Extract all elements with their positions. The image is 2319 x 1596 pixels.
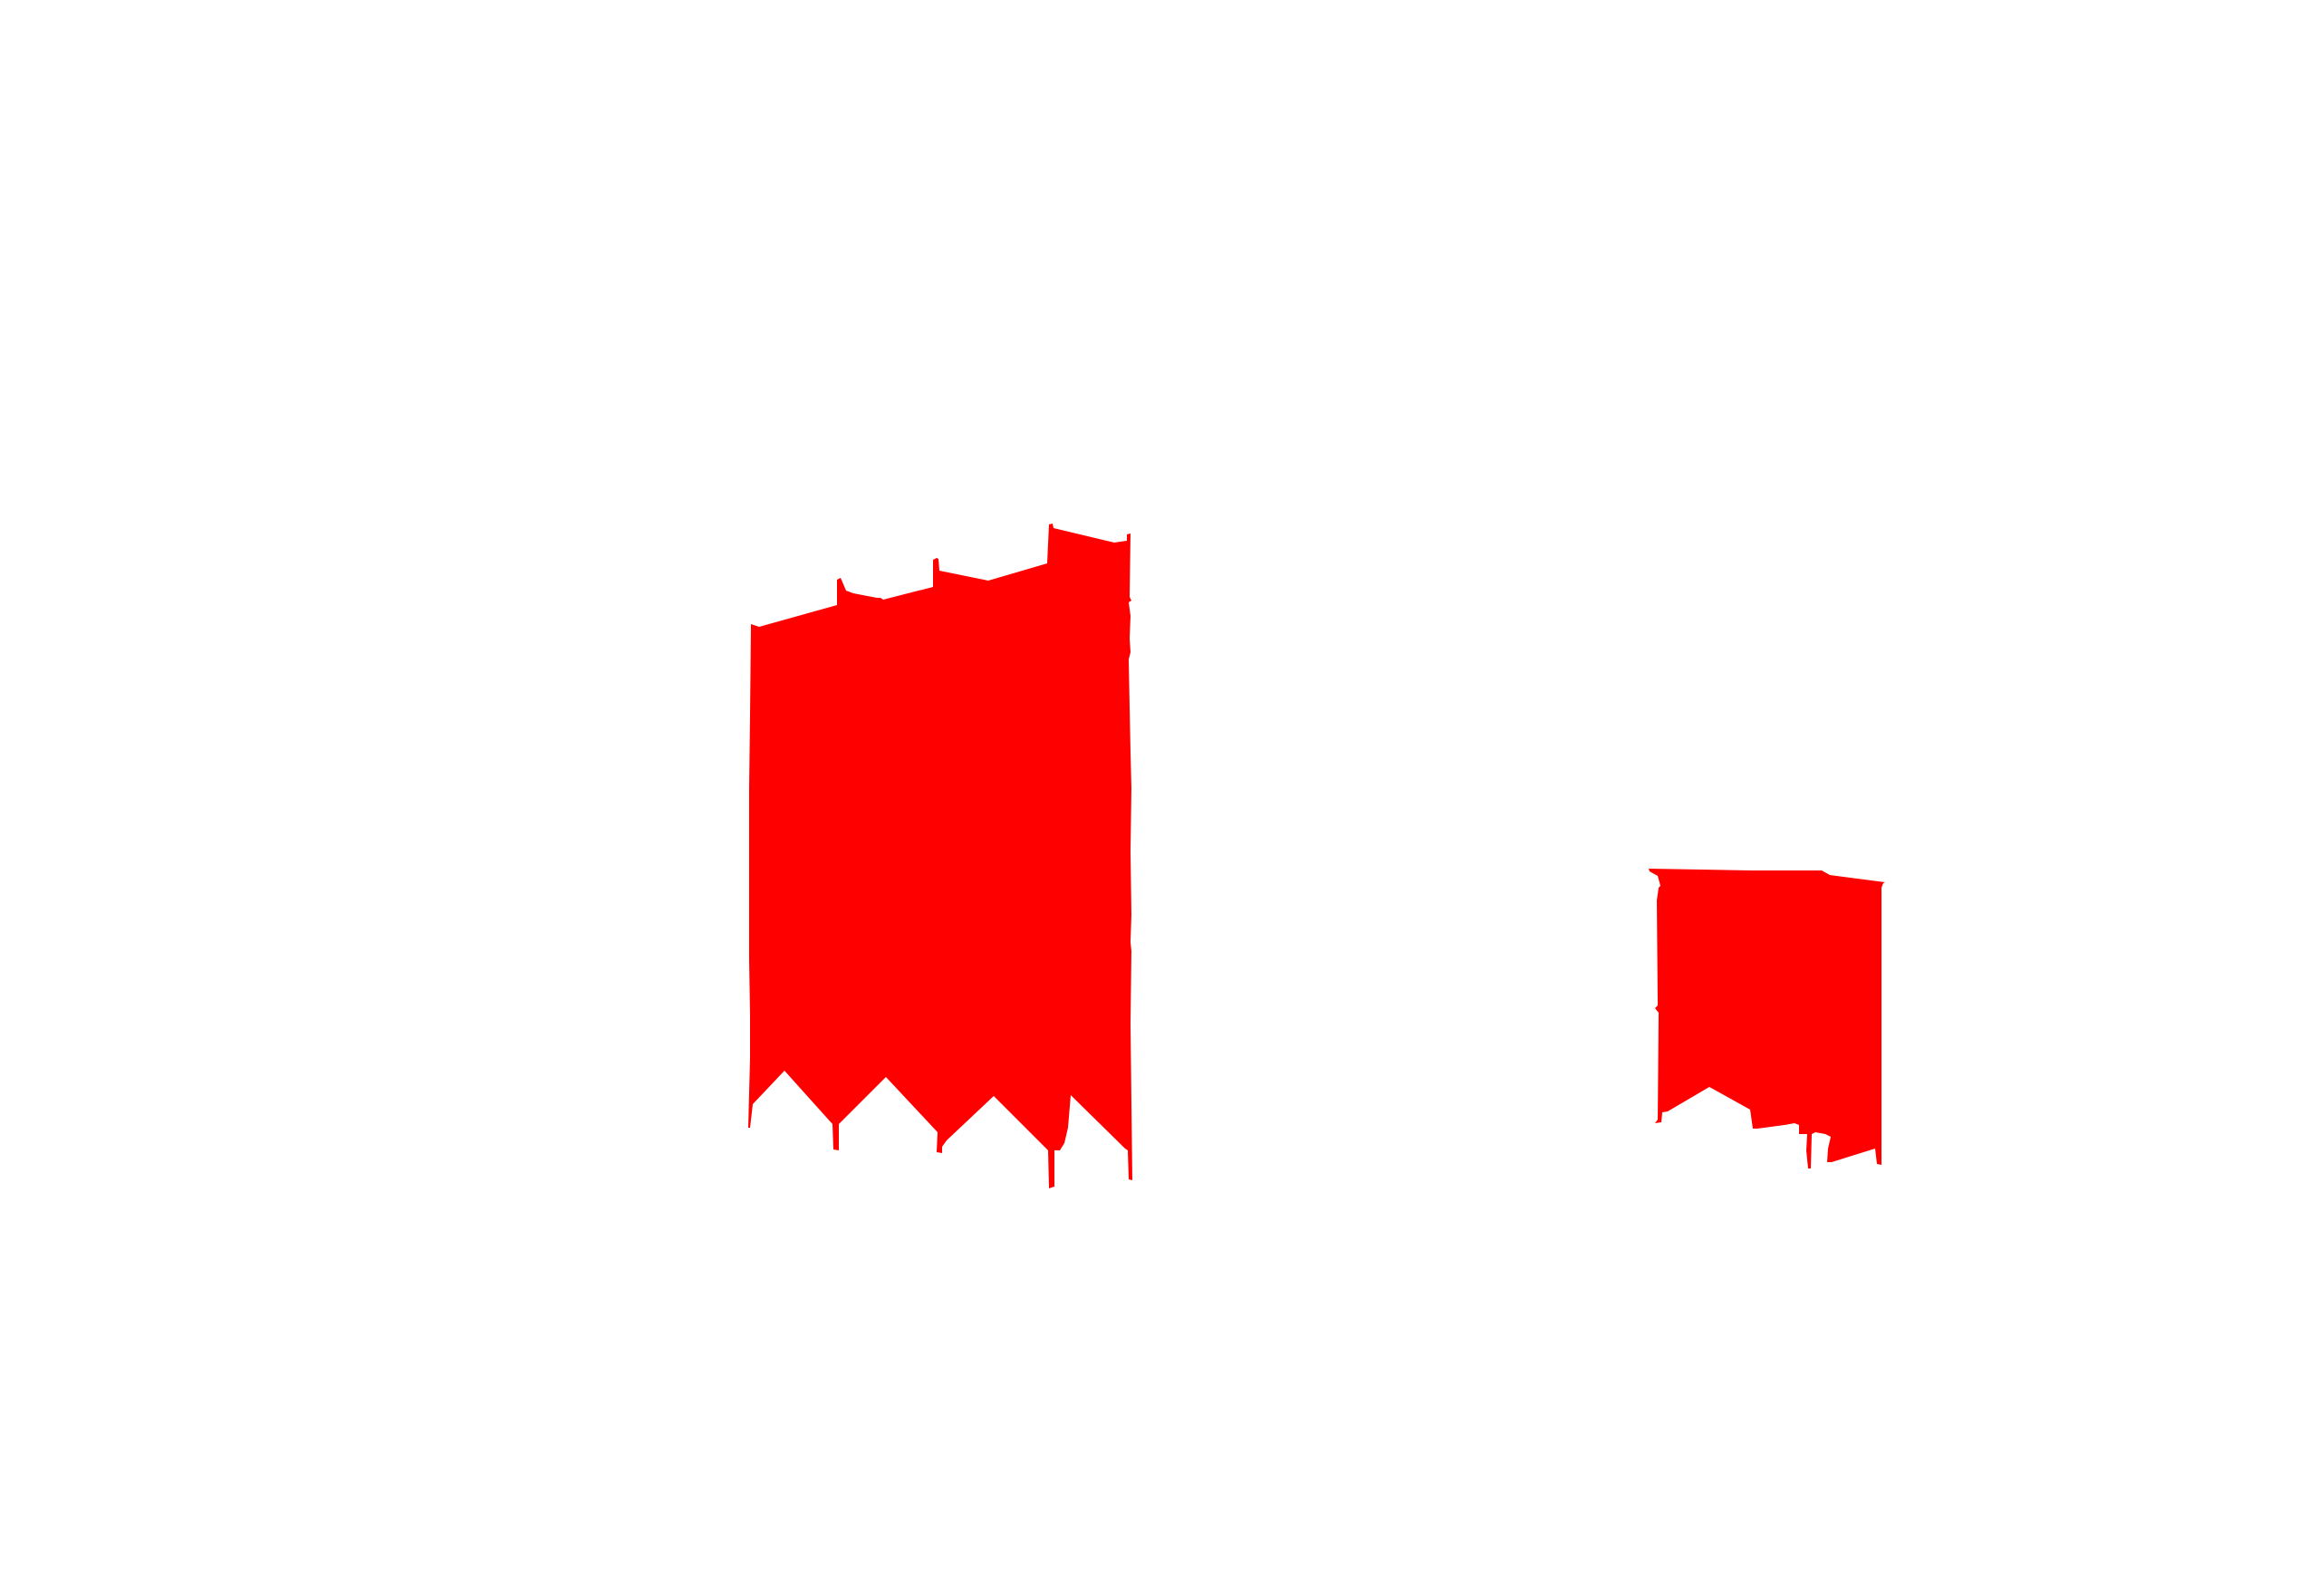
- tall-red-shape: [748, 524, 1132, 1188]
- short-red-shape: [1649, 869, 1885, 1168]
